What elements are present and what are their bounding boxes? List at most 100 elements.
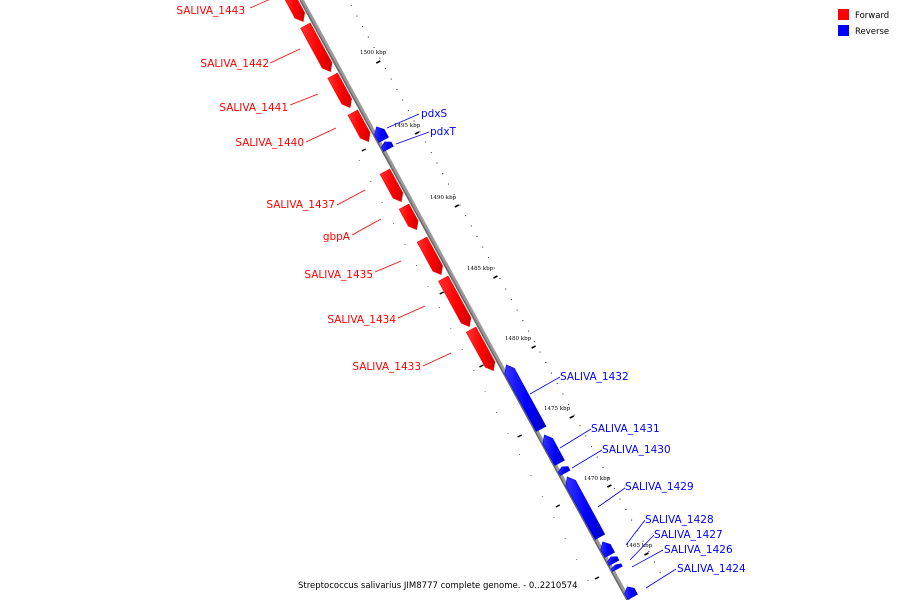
- gene-label[interactable]: SALIVA_1426: [664, 544, 733, 556]
- legend-forward-swatch: [838, 9, 849, 20]
- gene-label[interactable]: SALIVA_1428: [645, 514, 714, 526]
- gene-arrow[interactable]: [327, 72, 352, 109]
- gene-arrow[interactable]: [438, 275, 472, 328]
- gene-label[interactable]: SALIVA_1441: [219, 102, 288, 114]
- ruler-dot: [659, 572, 661, 574]
- gene-feature-saliva-1427[interactable]: [607, 556, 620, 566]
- label-leader-line: [374, 260, 402, 273]
- gene-feature-saliva-1435[interactable]: [416, 236, 443, 276]
- gene-label[interactable]: SALIVA_1440: [235, 137, 304, 149]
- ruler-dot: [642, 540, 644, 542]
- label-leader-line: [625, 519, 646, 546]
- gene-label[interactable]: pdxS: [421, 108, 448, 120]
- gene-arrow[interactable]: [465, 326, 496, 372]
- inner-tick-mark: [439, 291, 444, 295]
- legend-reverse-label: Reverse: [855, 27, 889, 37]
- tick-label: 1495 kbp: [394, 123, 421, 129]
- ruler-dot: [470, 225, 472, 227]
- ruler-dot: [465, 215, 467, 217]
- gene-arrow[interactable]: [398, 203, 419, 231]
- label-leader-line: [645, 568, 677, 589]
- gene-arrow[interactable]: [300, 22, 333, 73]
- tick-mark: [493, 275, 498, 279]
- gene-label[interactable]: SALIVA_1430: [602, 444, 671, 456]
- gene-label[interactable]: SALIVA_1429: [625, 481, 694, 493]
- gene-arrow[interactable]: [624, 586, 638, 600]
- inner-ruler-dot: [415, 265, 417, 266]
- ruler-dot: [625, 509, 627, 511]
- gene-label[interactable]: SALIVA_1434: [327, 314, 396, 326]
- gene-feature-pdxt[interactable]: [381, 141, 394, 152]
- gene-feature-saliva-1433[interactable]: [465, 326, 496, 372]
- gene-feature-saliva-1428[interactable]: [600, 541, 616, 558]
- gene-feature-saliva-1440[interactable]: [347, 109, 371, 143]
- inner-ruler-dot: [473, 370, 475, 371]
- gene-feature-saliva-1430[interactable]: [557, 466, 571, 476]
- inner-ruler-dot: [358, 160, 360, 161]
- tick-label: 1490 kbp: [430, 195, 457, 201]
- inner-ruler-dot: [507, 433, 509, 434]
- inner-tick-mark: [479, 364, 484, 368]
- gene-feature-gbpa[interactable]: [398, 203, 419, 231]
- gene-feature-saliva-1437[interactable]: [379, 168, 404, 203]
- gene-label[interactable]: SALIVA_1437: [266, 199, 335, 211]
- gene-label[interactable]: SALIVA_1427: [654, 529, 723, 541]
- gene-feature-saliva-1424[interactable]: [624, 586, 638, 600]
- inner-ruler-dot: [496, 412, 498, 413]
- gene-label[interactable]: SALIVA_1433: [352, 361, 421, 373]
- gene-label[interactable]: SALIVA_1443: [176, 5, 245, 17]
- label-leader-line: [597, 487, 626, 508]
- ruler-dot: [499, 278, 501, 280]
- gene-arrow[interactable]: [565, 476, 606, 540]
- gene-label[interactable]: SALIVA_1432: [560, 371, 629, 383]
- gene-feature-saliva-1429[interactable]: [565, 476, 606, 540]
- ruler-dot: [556, 383, 558, 385]
- tick-label: 1485 kbp: [467, 266, 494, 272]
- gene-label[interactable]: SALIVA_1424: [677, 563, 746, 575]
- gene-arrow[interactable]: [542, 434, 565, 466]
- ruler-dot: [613, 488, 615, 490]
- gene-arrow[interactable]: [610, 563, 623, 572]
- gene-arrow[interactable]: [379, 168, 404, 203]
- ruler-dot: [390, 78, 392, 80]
- inner-ruler-dot: [461, 349, 463, 350]
- gene-label[interactable]: pdxT: [430, 126, 457, 138]
- gene-label[interactable]: SALIVA_1435: [304, 269, 373, 281]
- tick-marks: 1500 kbp 1495 kbp 1490 kbp 1485 kbp 1480 kbp…: [360, 50, 653, 580]
- gene-arrow[interactable]: [557, 466, 571, 476]
- gene-feature-saliva-1431[interactable]: [542, 434, 565, 466]
- gene-feature-saliva-1443[interactable]: [283, 0, 306, 23]
- inner-tick-mark: [555, 504, 561, 508]
- gene-arrow[interactable]: [347, 109, 371, 143]
- gene-arrow[interactable]: [504, 364, 547, 432]
- gene-arrow[interactable]: [381, 141, 394, 152]
- gene-feature-saliva-1426[interactable]: [610, 563, 623, 572]
- gene-arrow[interactable]: [374, 126, 389, 143]
- legend: Forward Reverse: [838, 9, 889, 37]
- label-leader-line: [631, 549, 664, 568]
- gene-label[interactable]: SALIVA_1431: [591, 423, 660, 435]
- gene-feature-saliva-1441[interactable]: [327, 72, 352, 109]
- gene-arrow[interactable]: [607, 556, 620, 566]
- label-leader-line: [395, 131, 430, 145]
- gene-feature-saliva-1442[interactable]: [300, 22, 333, 73]
- ruler-dot: [425, 141, 427, 143]
- inner-ruler-dot: [553, 517, 555, 518]
- gene-feature-pdxs[interactable]: [374, 126, 389, 143]
- gene-feature-saliva-1434[interactable]: [438, 275, 472, 328]
- gene-arrow[interactable]: [283, 0, 306, 23]
- gene-label[interactable]: gbpA: [323, 231, 351, 243]
- ruler-dot: [362, 26, 364, 28]
- gene-arrow[interactable]: [416, 236, 443, 276]
- gene-arrow[interactable]: [600, 541, 616, 558]
- ruler-dot: [442, 173, 444, 175]
- ruler-dot: [453, 194, 455, 196]
- ruler-dot: [510, 299, 512, 301]
- gene-label[interactable]: SALIVA_1442: [200, 58, 269, 70]
- gene-feature-saliva-1432[interactable]: [504, 364, 547, 432]
- label-leader-line: [249, 0, 270, 9]
- ruler-dot: [602, 467, 604, 469]
- inner-tick-mark: [594, 576, 600, 580]
- ruler-dot: [528, 330, 530, 332]
